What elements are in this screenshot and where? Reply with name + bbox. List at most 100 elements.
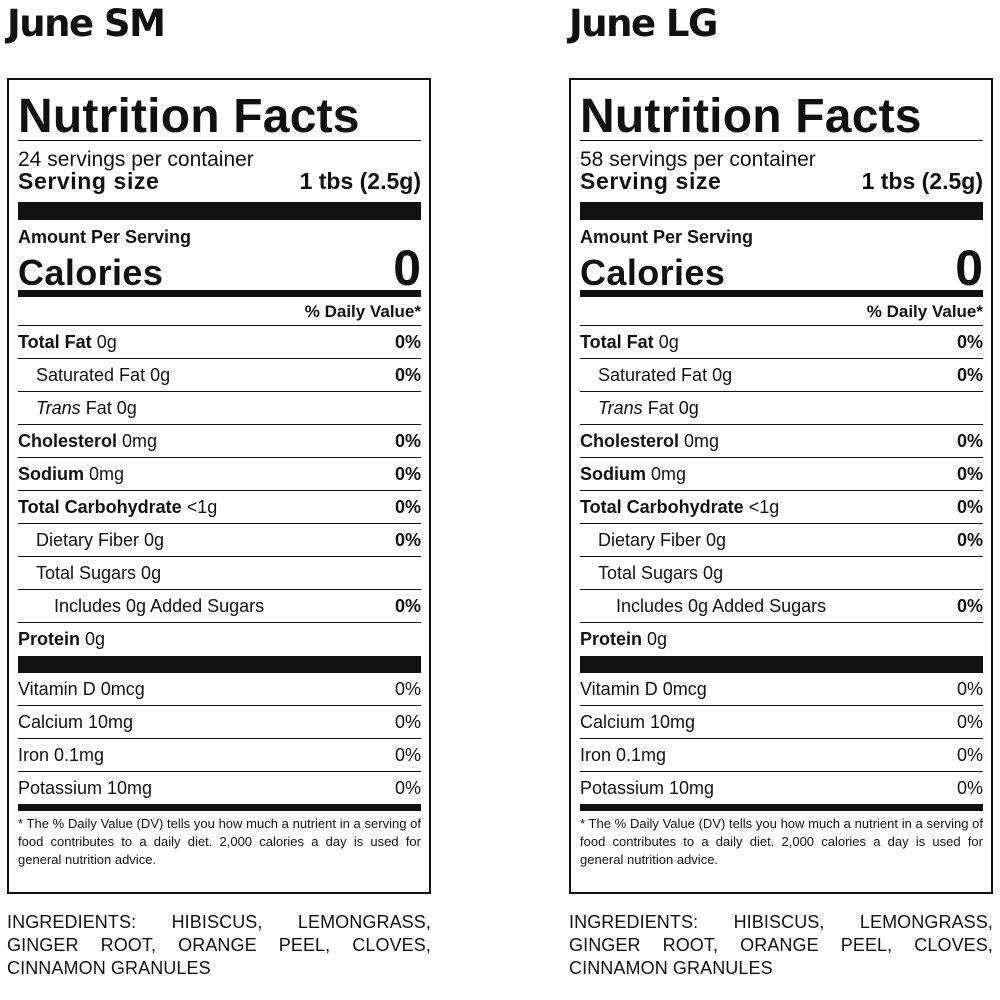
added-sugars-row: Includes 0g Added Sugars 0%	[18, 590, 421, 623]
serving-size-row: Serving size 1 tbs (2.5g)	[580, 170, 983, 197]
total-carbohydrate-row: Total Carbohydrate <1g 0%	[580, 491, 983, 524]
servings-per-container: 24 servings per container	[18, 148, 254, 171]
sodium-dv: 0%	[956, 463, 983, 484]
trans-word: Trans	[598, 397, 643, 418]
protein-row: Protein 0g	[580, 623, 983, 656]
calories-label: Calories	[18, 252, 164, 293]
protein-label: Protein	[18, 629, 81, 649]
cholesterol-amount: 0mg	[684, 430, 720, 451]
medium-divider	[580, 805, 983, 811]
serving-size-row: Serving size 1 tbs (2.5g)	[18, 170, 421, 197]
iron-row: Iron 0.1mg 0%	[18, 739, 421, 772]
sodium-label: Sodium	[18, 463, 84, 484]
cholesterol-row: Cholesterol 0mg 0%	[18, 425, 421, 458]
serving-size-label: Serving size	[18, 168, 160, 194]
sodium-amount: 0mg	[89, 463, 125, 484]
serving-size-value: 1 tbs (2.5g)	[299, 168, 421, 194]
thick-divider	[580, 656, 983, 673]
protein-row: Protein 0g	[18, 623, 421, 656]
added-sugars-row: Includes 0g Added Sugars 0%	[580, 590, 983, 623]
potassium-label: Potassium 10mg	[18, 777, 153, 798]
divider	[18, 140, 421, 141]
total-sugars-row: Total Sugars 0g	[18, 557, 421, 590]
daily-value-footnote: * The % Daily Value (DV) tells you how m…	[580, 816, 983, 867]
sodium-amount: 0mg	[651, 463, 687, 484]
potassium-row: Potassium 10mg 0%	[580, 772, 983, 805]
dietary-fiber-dv: 0%	[956, 529, 983, 550]
vitamin-d-row: Vitamin D 0mcg 0%	[580, 673, 983, 706]
total-fat-amount: 0g	[96, 331, 117, 352]
total-fat-amount: 0g	[658, 331, 679, 352]
daily-value-footnote: * The % Daily Value (DV) tells you how m…	[18, 816, 421, 867]
added-sugars-label: Includes 0g Added Sugars	[54, 595, 265, 616]
sodium-dv: 0%	[394, 463, 421, 484]
trans-word: Trans	[36, 397, 81, 418]
vitamin-d-row: Vitamin D 0mcg 0%	[18, 673, 421, 706]
carbohydrate-amount: <1g	[748, 496, 780, 517]
nutrition-facts-label: Nutrition Facts 24 servings per containe…	[7, 78, 431, 894]
carbohydrate-dv: 0%	[394, 496, 421, 517]
carbohydrate-dv: 0%	[956, 496, 983, 517]
dietary-fiber-label: Dietary Fiber 0g	[36, 529, 165, 550]
total-fat-label: Total Fat	[580, 331, 654, 352]
total-sugars-row: Total Sugars 0g	[580, 557, 983, 590]
carbohydrate-label: Total Carbohydrate	[580, 496, 744, 517]
potassium-dv: 0%	[956, 777, 983, 798]
added-sugars-dv: 0%	[956, 595, 983, 616]
saturated-fat-label: Saturated Fat 0g	[598, 364, 733, 385]
medium-divider	[18, 805, 421, 811]
calcium-dv: 0%	[394, 711, 421, 732]
product-panel-lg: June LG Nutrition Facts 58 servings per …	[569, 0, 1000, 1000]
cholesterol-amount: 0mg	[122, 430, 158, 451]
cholesterol-label: Cholesterol	[580, 430, 680, 451]
potassium-row: Potassium 10mg 0%	[18, 772, 421, 805]
cholesterol-dv: 0%	[956, 430, 983, 451]
calories-row: Calories 0	[18, 243, 421, 293]
total-fat-row: Total Fat 0g 0%	[18, 326, 421, 359]
nutrition-facts-title: Nutrition Facts	[580, 90, 922, 143]
thick-divider	[18, 656, 421, 673]
thick-divider	[580, 202, 983, 220]
saturated-fat-row: Saturated Fat 0g 0%	[580, 359, 983, 392]
dietary-fiber-label: Dietary Fiber 0g	[598, 529, 727, 550]
nutrition-facts-title: Nutrition Facts	[18, 90, 360, 143]
saturated-fat-row: Saturated Fat 0g 0%	[18, 359, 421, 392]
medium-divider	[580, 290, 983, 297]
serving-size-value: 1 tbs (2.5g)	[861, 168, 983, 194]
total-carbohydrate-row: Total Carbohydrate <1g 0%	[18, 491, 421, 524]
iron-dv: 0%	[956, 744, 983, 765]
ingredients-text: INGREDIENTS: HIBISCUS, LEMONGRASS, GINGE…	[569, 912, 993, 978]
potassium-dv: 0%	[394, 777, 421, 798]
calories-row: Calories 0	[580, 243, 983, 293]
added-sugars-label: Includes 0g Added Sugars	[616, 595, 827, 616]
calcium-label: Calcium 10mg	[580, 711, 696, 732]
amount-per-serving: Amount Per Serving	[580, 227, 754, 247]
total-fat-dv: 0%	[394, 331, 421, 352]
product-title: June SM	[7, 2, 166, 45]
serving-size-label: Serving size	[580, 168, 722, 194]
daily-value-header: % Daily Value*	[580, 297, 983, 326]
ingredients-text: INGREDIENTS: HIBISCUS, LEMONGRASS, GINGE…	[7, 912, 431, 978]
protein-amount: 0g	[85, 629, 106, 649]
calories-label: Calories	[580, 252, 726, 293]
iron-label: Iron 0.1mg	[18, 744, 105, 765]
sodium-row: Sodium 0mg 0%	[580, 458, 983, 491]
trans-fat-rest: Fat 0g	[647, 397, 699, 418]
total-sugars-label: Total Sugars 0g	[36, 562, 162, 583]
iron-row: Iron 0.1mg 0%	[580, 739, 983, 772]
calcium-row: Calcium 10mg 0%	[18, 706, 421, 739]
cholesterol-label: Cholesterol	[18, 430, 118, 451]
vitamin-d-dv: 0%	[956, 678, 983, 699]
dietary-fiber-row: Dietary Fiber 0g 0%	[18, 524, 421, 557]
vitamin-d-label: Vitamin D 0mcg	[18, 678, 145, 699]
cholesterol-row: Cholesterol 0mg 0%	[580, 425, 983, 458]
calcium-row: Calcium 10mg 0%	[580, 706, 983, 739]
sodium-row: Sodium 0mg 0%	[18, 458, 421, 491]
trans-fat-rest: Fat 0g	[85, 397, 137, 418]
calcium-label: Calcium 10mg	[18, 711, 134, 732]
calcium-dv: 0%	[956, 711, 983, 732]
amount-per-serving: Amount Per Serving	[18, 227, 192, 247]
carbohydrate-label: Total Carbohydrate	[18, 496, 182, 517]
saturated-fat-label: Saturated Fat 0g	[36, 364, 171, 385]
total-sugars-label: Total Sugars 0g	[598, 562, 724, 583]
